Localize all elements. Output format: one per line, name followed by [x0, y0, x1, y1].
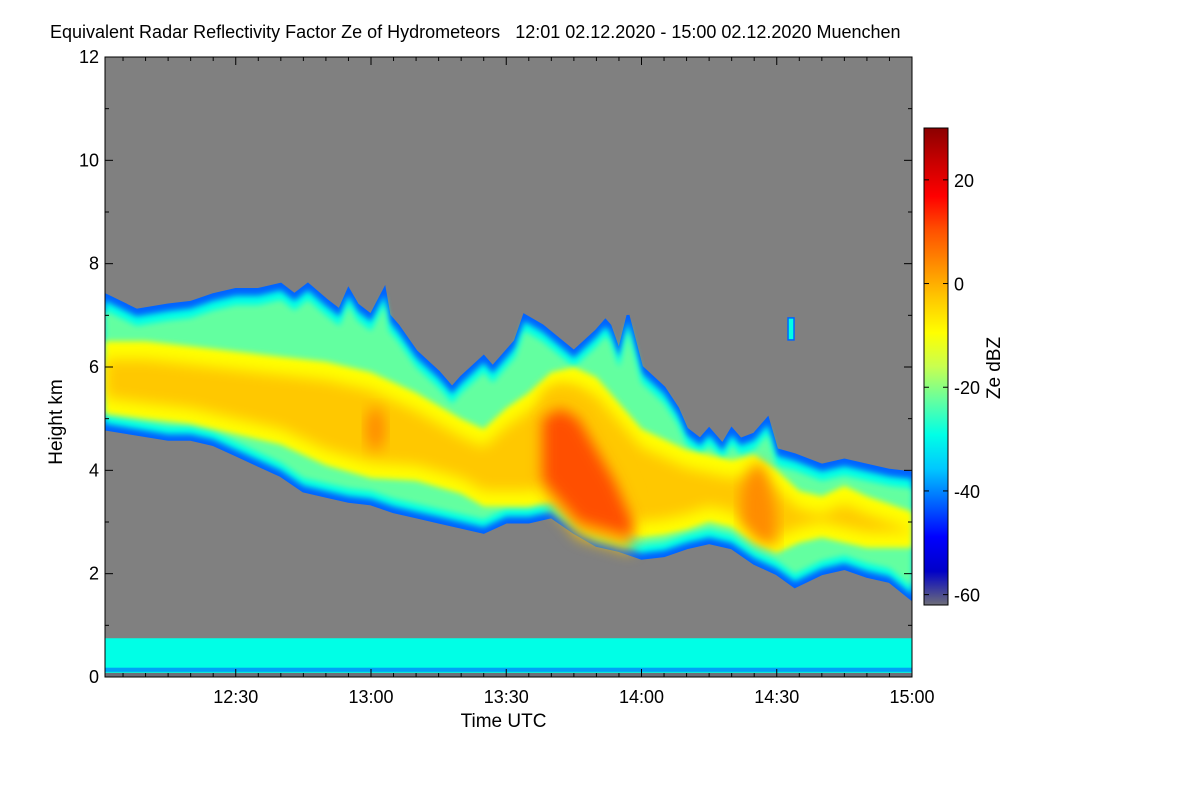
core-1-orange: [542, 408, 633, 538]
y-tick-label: 0: [89, 667, 99, 687]
cloud-inner-core-band: [105, 359, 912, 538]
y-tick-label: 2: [89, 564, 99, 584]
y-tick-label: 10: [79, 150, 99, 170]
y-tick-label: 8: [89, 254, 99, 274]
colorbar-tick-label: -60: [954, 586, 980, 606]
y-tick-label: 12: [79, 47, 99, 67]
x-tick-label: 14:30: [754, 687, 799, 707]
x-tick-label: 15:00: [889, 687, 934, 707]
axes: 0 2 4 6 8 10 12 12:30 13:00 13:30 14:00 14:30 15:00: [79, 47, 935, 707]
colorbar-label: Ze dBZ: [984, 336, 1005, 399]
y-axis-label: Height km: [46, 379, 67, 465]
colorbar: [923, 127, 949, 606]
y-tick-label: 4: [89, 460, 99, 480]
ground-strip: [105, 672, 912, 677]
clutter-layer-lower: [105, 661, 912, 673]
title-subtitle: 12:01 02.12.2020 - 15:00 02.12.2020 Muen…: [515, 22, 901, 42]
chart-title: Equivalent Radar Reflectivity Factor Ze …: [50, 22, 901, 43]
x-tick-label: 13:30: [484, 687, 529, 707]
x-tick-label: 14:00: [619, 687, 664, 707]
title-main: Equivalent Radar Reflectivity Factor Ze …: [50, 22, 501, 42]
x-tick-label: 12:30: [213, 687, 258, 707]
x-tick-label: 13:00: [348, 687, 393, 707]
isolated-echo: [787, 317, 795, 341]
colorbar-tick-label: -20: [954, 378, 980, 398]
reflectivity-layers: [105, 282, 912, 677]
colorbar-tick-label: 0: [954, 275, 964, 295]
x-axis-label: Time UTC: [461, 711, 547, 732]
colorbar-axis: 20 0 -20 -40 -60: [924, 171, 980, 606]
colorbar-tick-label: 20: [954, 171, 974, 191]
core-3-orange: [365, 407, 386, 451]
core-2-orange: [740, 460, 777, 548]
y-tick-label: 6: [89, 357, 99, 377]
clutter-layer-speckle: [105, 667, 912, 672]
colorbar-tick-label: -40: [954, 482, 980, 502]
